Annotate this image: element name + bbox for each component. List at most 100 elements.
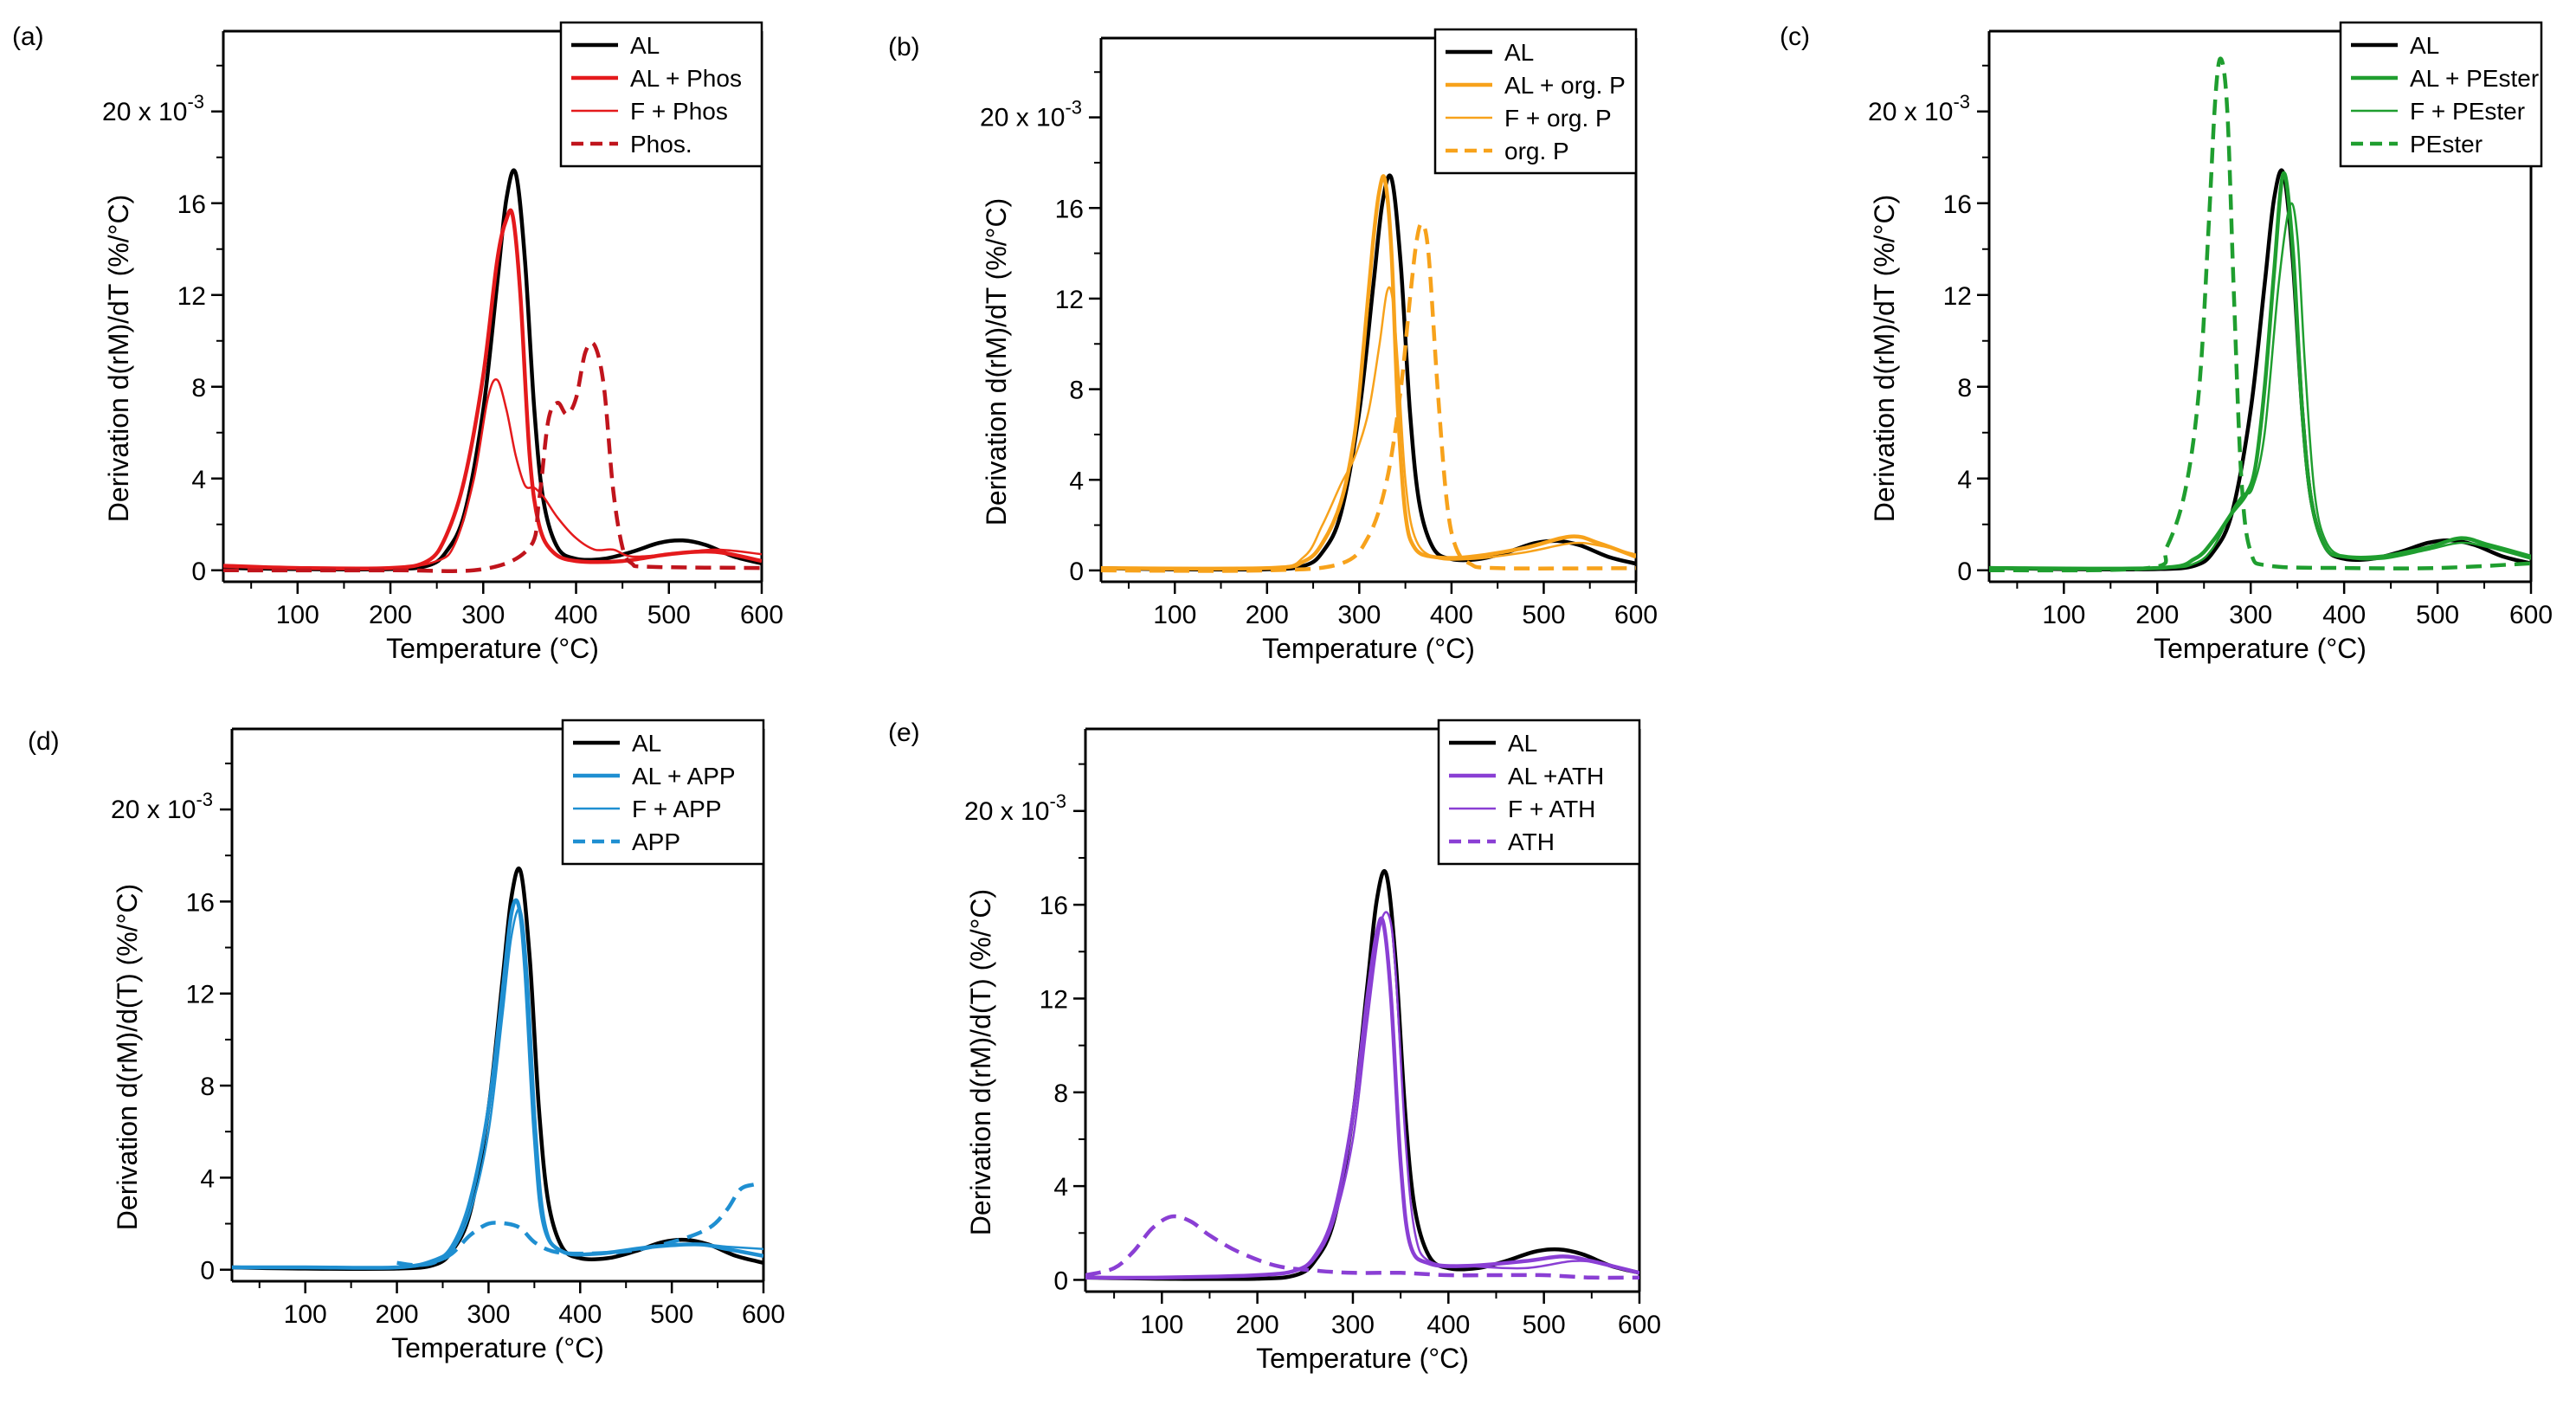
- x-tick-label: 300: [467, 1300, 510, 1329]
- series-line-f-ath: [1085, 911, 1639, 1279]
- y-tick-label: 12: [177, 282, 206, 311]
- y-tick-label: 0: [1957, 558, 1972, 586]
- y-tick-label: 0: [191, 558, 206, 586]
- x-tick-label: 600: [2509, 601, 2553, 629]
- legend-label: AL: [1508, 730, 1537, 757]
- legend-label: AL +ATH: [1508, 763, 1604, 790]
- chart-panel-d: (d) 100 200 300 400 500 600 0 4 8 12 16 20 x 10-3 Tem…: [28, 719, 785, 1363]
- x-tick-label: 200: [376, 1300, 419, 1329]
- y-tick-label: 8: [1053, 1080, 1068, 1108]
- legend-label: PEster: [2410, 131, 2483, 158]
- series-line-phos: [223, 340, 762, 573]
- x-axis-title: Temperature (°C): [386, 633, 599, 664]
- legend-label: AL: [2410, 32, 2439, 59]
- y-axis-title: Derivation d(rM)/dT (%/°C): [1869, 195, 1900, 522]
- x-axis-title: Temperature (°C): [1262, 633, 1475, 664]
- y-tick-label: 16: [177, 190, 206, 219]
- legend-label: AL + PEster: [2410, 65, 2539, 92]
- y-tick-label: 4: [200, 1164, 215, 1193]
- series-line-al: [1989, 168, 2531, 572]
- y-scale-label: 20 x 10-3: [980, 97, 1082, 132]
- panel-label: (d): [28, 727, 60, 756]
- x-axis-title: Temperature (°C): [2154, 633, 2367, 664]
- series-group: [1989, 56, 2531, 573]
- panel-label: (a): [12, 23, 44, 51]
- x-tick-label: 300: [461, 601, 505, 629]
- x-tick-label: 600: [742, 1300, 785, 1329]
- legend-label: AL + APP: [632, 763, 736, 790]
- legend-label: Phos.: [630, 131, 692, 158]
- y-tick-label: 12: [1055, 286, 1084, 314]
- series-line-al-ath: [1085, 916, 1639, 1280]
- series-line-app: [396, 1183, 756, 1267]
- y-tick-label: 0: [200, 1257, 215, 1286]
- y-tick-label: 12: [186, 981, 215, 1009]
- x-tick-label: 300: [1337, 601, 1381, 629]
- x-axis-title: Temperature (°C): [391, 1332, 604, 1363]
- legend-label: F + APP: [632, 796, 722, 822]
- plot-frame: [1084, 727, 1641, 1293]
- legend-label: AL + Phos: [630, 65, 742, 92]
- x-tick-label: 200: [1236, 1311, 1279, 1339]
- x-tick-label: 100: [2042, 601, 2085, 629]
- series-line-al: [1101, 173, 1636, 572]
- legend-label: ATH: [1508, 828, 1555, 855]
- series-line-pester: [1989, 56, 2531, 573]
- x-tick-label: 500: [1523, 1311, 1566, 1339]
- x-tick-label: 200: [369, 601, 412, 629]
- x-tick-label: 500: [647, 601, 691, 629]
- legend-label: AL + org. P: [1504, 72, 1626, 99]
- y-tick-label: 12: [1040, 985, 1068, 1014]
- y-tick-label: 4: [1069, 467, 1084, 495]
- y-axis-title: Derivation d(rM)/d(T) (%/°C): [112, 884, 143, 1230]
- x-tick-label: 100: [284, 1300, 327, 1329]
- x-tick-label: 600: [740, 601, 783, 629]
- x-tick-label: 400: [554, 601, 597, 629]
- x-tick-label: 400: [1430, 601, 1473, 629]
- y-tick-label: 16: [1943, 190, 1972, 219]
- x-tick-label: 500: [1522, 601, 1565, 629]
- series-line-f-phos: [223, 378, 762, 570]
- series-line-al-app: [232, 898, 763, 1270]
- chart-panel-a: (a) 100 200 300 400 500 600 0 4 8 12 16 20 x 10-3 Tem…: [12, 21, 783, 664]
- series-group: [1101, 173, 1636, 573]
- x-tick-label: 500: [2416, 601, 2459, 629]
- y-axis-title: Derivation d(rM)/dT (%/°C): [981, 198, 1012, 525]
- series-line-al: [223, 168, 762, 572]
- y-scale-label: 20 x 10-3: [1868, 91, 1970, 126]
- series-line-f-org-p: [1101, 286, 1636, 570]
- y-tick-label: 4: [1957, 466, 1972, 494]
- series-line-al-pester: [1989, 171, 2531, 571]
- y-tick-label: 16: [1040, 892, 1068, 920]
- series-line-org-p: [1101, 222, 1636, 573]
- legend-label: AL: [632, 730, 661, 757]
- y-tick-label: 16: [1055, 195, 1084, 223]
- x-axis-title: Temperature (°C): [1256, 1343, 1469, 1374]
- y-tick-label: 8: [1957, 374, 1972, 403]
- x-tick-label: 600: [1614, 601, 1658, 629]
- y-tick-label: 4: [191, 466, 206, 494]
- x-tick-label: 100: [276, 601, 319, 629]
- x-tick-label: 500: [650, 1300, 693, 1329]
- series-line-al-phos: [223, 208, 762, 571]
- chart-panel-e: (e) 100 200 300 400 500 600 0 4 8 12 16 20 x 10-3 Tem…: [888, 719, 1661, 1374]
- x-tick-label: 100: [1140, 1311, 1183, 1339]
- legend-label: F + ATH: [1508, 796, 1595, 822]
- x-tick-label: 300: [2229, 601, 2272, 629]
- legend: AL AL + APP F + APP APP: [561, 719, 765, 866]
- series-line-ath: [1085, 1214, 1639, 1280]
- legend-label: AL: [630, 32, 660, 59]
- x-tick-label: 200: [2135, 601, 2179, 629]
- series-group: [232, 867, 763, 1271]
- legend-label: F + PEster: [2410, 98, 2525, 125]
- x-tick-label: 400: [2322, 601, 2366, 629]
- series-line-al: [232, 867, 763, 1271]
- legend: AL AL + org. P F + org. P org. P: [1433, 28, 1638, 175]
- legend-label: APP: [632, 828, 680, 855]
- legend: AL AL +ATH F + ATH ATH: [1437, 719, 1641, 866]
- y-tick-label: 12: [1943, 282, 1972, 311]
- x-tick-label: 200: [1246, 601, 1289, 629]
- y-axis-title: Derivation d(rM)/dT (%/°C): [103, 195, 134, 522]
- legend-label: F + org. P: [1504, 105, 1612, 132]
